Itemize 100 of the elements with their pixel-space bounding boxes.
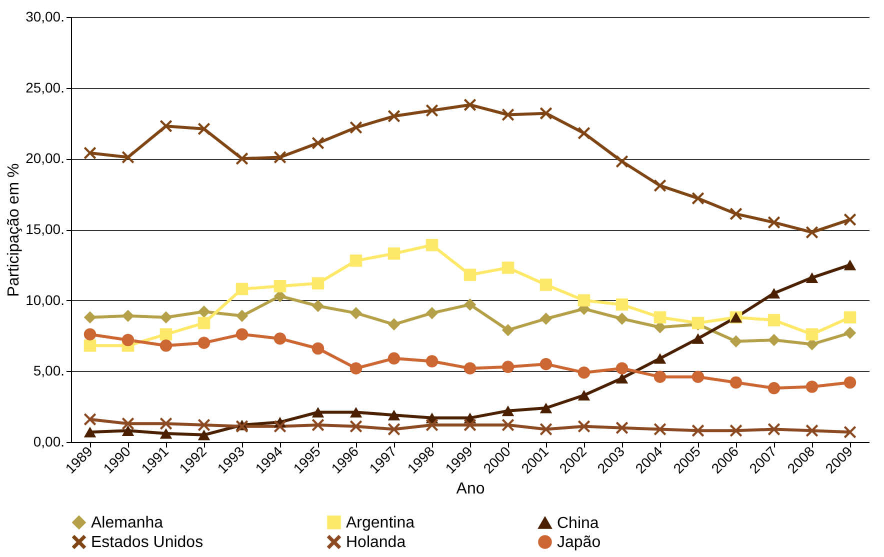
point — [426, 306, 438, 320]
point — [844, 376, 856, 389]
point — [426, 355, 438, 368]
point — [122, 334, 134, 346]
point — [464, 362, 476, 374]
point — [768, 216, 780, 229]
point — [84, 146, 96, 160]
point — [616, 372, 628, 384]
point — [768, 382, 780, 394]
point — [768, 288, 780, 299]
point — [616, 312, 628, 325]
point — [540, 423, 552, 436]
point — [388, 318, 400, 331]
point — [350, 362, 362, 374]
point — [312, 300, 324, 312]
point — [654, 370, 666, 383]
point — [312, 342, 324, 355]
point — [122, 425, 134, 436]
point — [730, 208, 742, 220]
point — [312, 406, 324, 418]
point — [464, 418, 476, 432]
point — [312, 136, 324, 150]
y-axis-title: Participação em % — [6, 163, 23, 297]
point — [540, 402, 552, 414]
point — [692, 370, 704, 383]
point — [122, 417, 134, 430]
y-tick-label: 10,00. — [26, 292, 64, 308]
point — [844, 213, 856, 226]
point — [84, 340, 96, 352]
point — [312, 418, 324, 432]
point — [84, 426, 96, 438]
point — [502, 324, 514, 336]
point — [84, 311, 96, 324]
point — [578, 390, 590, 401]
point — [502, 262, 514, 274]
point — [84, 328, 96, 340]
point — [198, 122, 210, 136]
x-axis-title: Ano — [456, 480, 485, 498]
point — [236, 420, 248, 433]
point — [274, 332, 286, 345]
y-tick-label: 20,00. — [26, 150, 64, 166]
point — [806, 226, 818, 238]
point — [806, 328, 818, 340]
point — [578, 294, 590, 306]
point — [654, 179, 666, 192]
point — [730, 424, 742, 437]
point — [350, 420, 362, 433]
point — [388, 110, 400, 122]
point — [692, 192, 704, 204]
y-tick-label: 15,00. — [26, 221, 64, 237]
point — [274, 151, 286, 164]
point — [122, 151, 134, 164]
point — [844, 260, 856, 270]
point — [312, 277, 324, 290]
legend-label: Japão — [557, 534, 601, 551]
point — [654, 311, 666, 324]
point — [198, 336, 210, 349]
point — [616, 298, 628, 311]
y-tick-label: 5,00. — [33, 362, 64, 379]
point — [464, 98, 476, 111]
point — [160, 417, 172, 430]
point — [844, 311, 856, 324]
legend-label: Holanda — [346, 534, 406, 551]
point — [616, 422, 628, 434]
point — [540, 107, 552, 120]
point — [692, 333, 704, 344]
y-tick-label: 0,00. — [33, 434, 64, 450]
y-tick-label: 25,00. — [26, 79, 64, 96]
point — [350, 306, 362, 320]
point — [388, 247, 400, 260]
point — [236, 152, 248, 165]
point — [236, 282, 248, 296]
point — [502, 406, 514, 416]
point — [388, 410, 400, 420]
point — [502, 360, 514, 374]
point — [844, 426, 856, 438]
point — [616, 362, 628, 374]
point — [350, 254, 362, 267]
point — [806, 380, 818, 393]
point — [464, 268, 476, 281]
point — [122, 310, 134, 322]
point — [692, 424, 704, 437]
point — [578, 366, 590, 379]
point — [768, 334, 780, 346]
point — [198, 316, 210, 330]
legend-label: China — [557, 514, 599, 532]
point — [84, 413, 96, 426]
point — [274, 420, 286, 433]
point — [768, 314, 780, 326]
point — [160, 120, 172, 132]
legend-label: Alemanha — [91, 514, 164, 532]
point — [160, 340, 172, 352]
point — [578, 127, 590, 140]
point — [350, 121, 362, 134]
point — [426, 238, 438, 252]
point — [160, 428, 172, 439]
point — [198, 418, 210, 432]
point — [160, 311, 172, 324]
point — [540, 358, 552, 370]
point — [388, 423, 400, 436]
